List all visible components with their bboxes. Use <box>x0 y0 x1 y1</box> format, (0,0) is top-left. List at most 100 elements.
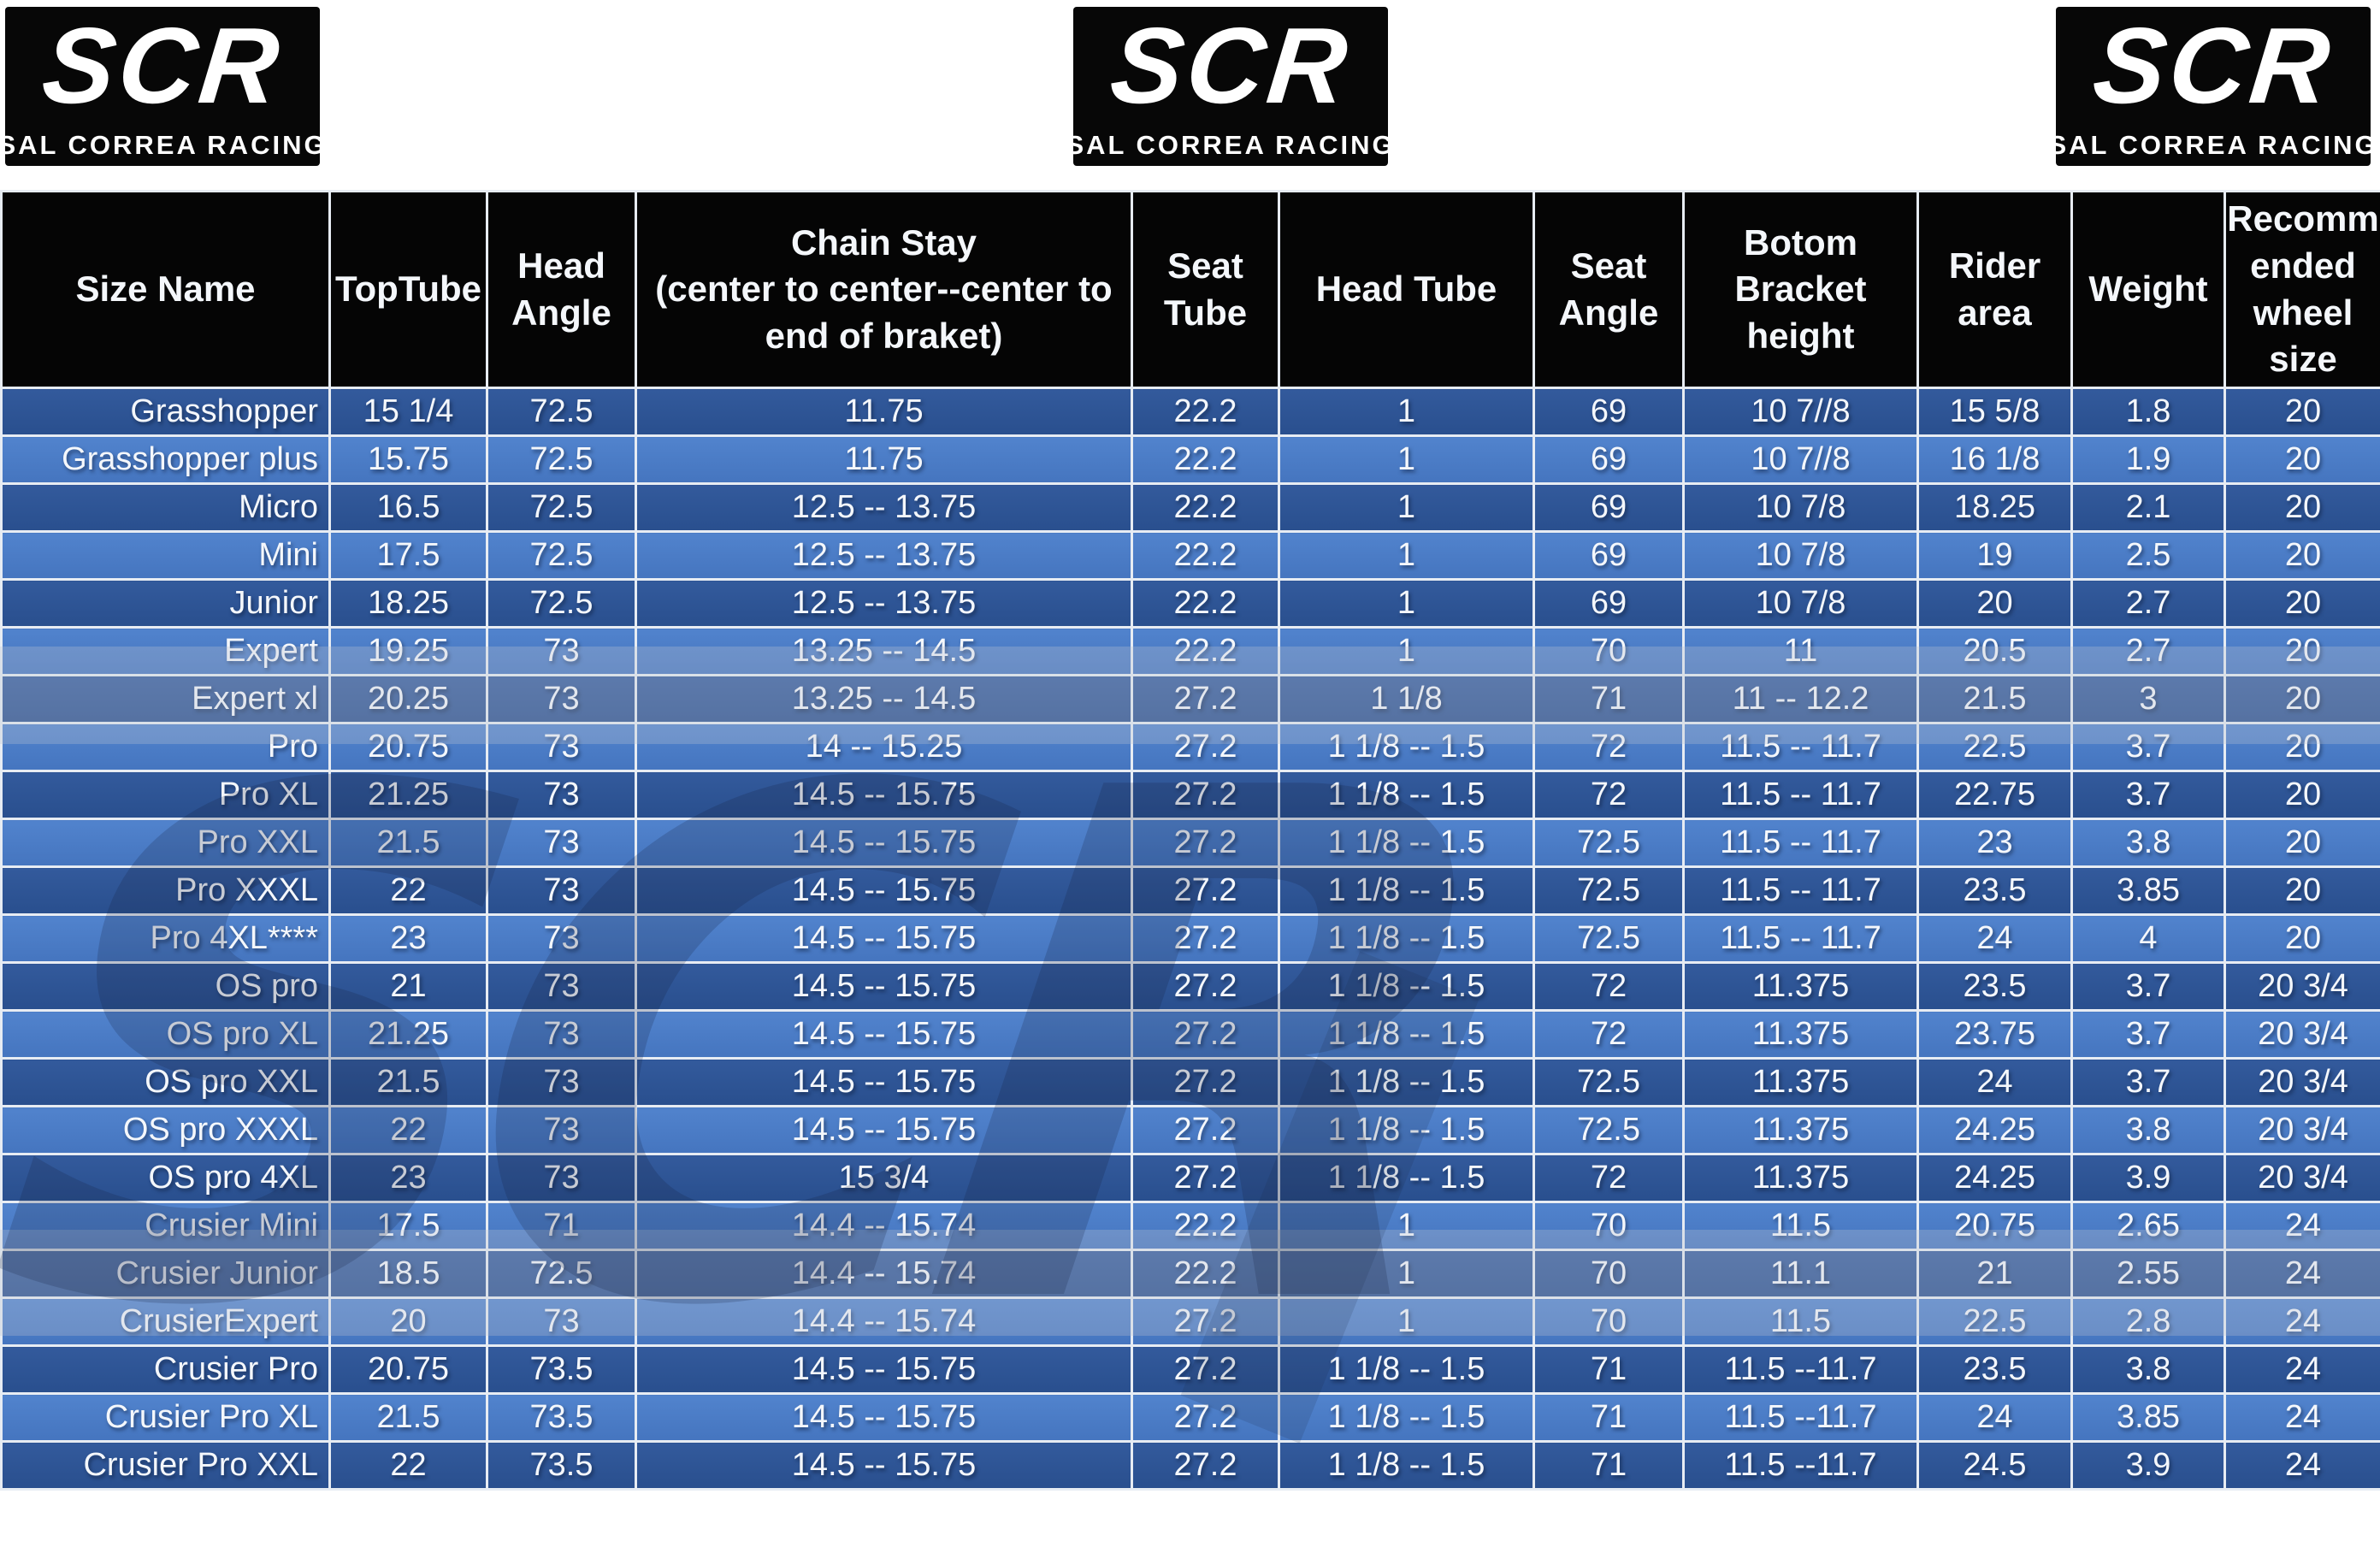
value-cell: 1 1/8 -- 1.5 <box>1278 865 1535 916</box>
size-name-cell: Crusier Pro XXL <box>0 1440 331 1491</box>
value-cell: 1 1/8 -- 1.5 <box>1278 1153 1535 1203</box>
value-cell: 72.5 <box>1533 1057 1685 1107</box>
value-cell: 11.375 <box>1682 1057 1919 1107</box>
size-name-cell: Crusier Mini <box>0 1201 331 1251</box>
value-cell: 20.75 <box>328 1344 488 1395</box>
table-row: Pro 4XL**** 23 73 14.5 -- 15.75 27.2 1 1/8 --… <box>0 913 2380 964</box>
value-cell: 3.85 <box>2070 1392 2226 1443</box>
value-cell: 22.2 <box>1131 387 1280 437</box>
value-cell: 72 <box>1533 770 1685 820</box>
value-cell: 24.25 <box>1916 1105 2073 1155</box>
value-cell: 73 <box>486 674 637 724</box>
table-row: OS pro XXL 21.5 73 14.5 -- 15.75 27.2 1 1/8 -… <box>0 1057 2380 1107</box>
table-row: Pro 20.75 73 14 -- 15.25 27.2 1 1/8 -- 1.5 72 1… <box>0 722 2380 772</box>
size-name-cell: Pro XXXL <box>0 865 331 916</box>
value-cell: 20.75 <box>1916 1201 2073 1251</box>
value-cell: 20 3/4 <box>2223 1057 2380 1107</box>
value-cell: 1 1/8 -- 1.5 <box>1278 770 1535 820</box>
value-cell: 23.5 <box>1916 961 2073 1012</box>
value-cell: 14.4 -- 15.74 <box>635 1296 1133 1347</box>
value-cell: 22.5 <box>1916 1296 2073 1347</box>
value-cell: 15 3/4 <box>635 1153 1133 1203</box>
value-cell: 20 <box>2223 674 2380 724</box>
value-cell: 24.5 <box>1916 1440 2073 1491</box>
value-cell: 27.2 <box>1131 1440 1280 1491</box>
value-cell: 22.2 <box>1131 626 1280 676</box>
table-row: Crusier Mini 17.5 71 14.4 -- 15.74 22.2 1 70 11… <box>0 1201 2380 1251</box>
value-cell: 22.2 <box>1131 578 1280 629</box>
value-cell: 69 <box>1533 482 1685 533</box>
value-cell: 72 <box>1533 1009 1685 1060</box>
value-cell: 73.5 <box>486 1440 637 1491</box>
value-cell: 11.5 --11.7 <box>1682 1392 1919 1443</box>
value-cell: 1.8 <box>2070 387 2226 437</box>
value-cell: 73 <box>486 865 637 916</box>
value-cell: 20 3/4 <box>2223 961 2380 1012</box>
value-cell: 3.9 <box>2070 1153 2226 1203</box>
value-cell: 12.5 -- 13.75 <box>635 530 1133 581</box>
value-cell: 11.75 <box>635 387 1133 437</box>
value-cell: 20 <box>2223 626 2380 676</box>
value-cell: 14.5 -- 15.75 <box>635 1440 1133 1491</box>
value-cell: 14.5 -- 15.75 <box>635 818 1133 868</box>
value-cell: 24 <box>1916 1392 2073 1443</box>
value-cell: 24 <box>2223 1296 2380 1347</box>
value-cell: 20 <box>1916 578 2073 629</box>
value-cell: 2.8 <box>2070 1296 2226 1347</box>
value-cell: 20 <box>2223 434 2380 485</box>
value-cell: 24.25 <box>1916 1153 2073 1203</box>
value-cell: 1 1/8 -- 1.5 <box>1278 1392 1535 1443</box>
value-cell: 70 <box>1533 626 1685 676</box>
table-row: Pro XL 21.25 73 14.5 -- 15.75 27.2 1 1/8 -- 1… <box>0 770 2380 820</box>
value-cell: 20 <box>2223 530 2380 581</box>
bike-geometry-table: Size Name TopTube Head Angle Chain Stay (ce… <box>0 190 2380 1491</box>
value-cell: 1 1/8 -- 1.5 <box>1278 1057 1535 1107</box>
column-header: Head Tube <box>1278 190 1535 389</box>
scr-logo-left: SCR SAL CORREA RACING <box>0 5 325 166</box>
value-cell: 11.375 <box>1682 1153 1919 1203</box>
value-cell: 1 1/8 -- 1.5 <box>1278 1440 1535 1491</box>
table-row: Grasshopper 15 1/4 72.5 11.75 22.2 1 69 10 7//8… <box>0 387 2380 437</box>
size-name-cell: Grasshopper plus <box>0 434 331 485</box>
value-cell: 1 1/8 -- 1.5 <box>1278 818 1535 868</box>
value-cell: 1 1/8 <box>1278 674 1535 724</box>
size-name-cell: OS pro XXL <box>0 1057 331 1107</box>
value-cell: 20.25 <box>328 674 488 724</box>
value-cell: 3.7 <box>2070 961 2226 1012</box>
value-cell: 1.9 <box>2070 434 2226 485</box>
column-header: Seat Angle <box>1533 190 1685 389</box>
value-cell: 11.5 --11.7 <box>1682 1440 1919 1491</box>
value-cell: 72.5 <box>486 482 637 533</box>
value-cell: 73 <box>486 961 637 1012</box>
value-cell: 18.25 <box>1916 482 2073 533</box>
value-cell: 1 1/8 -- 1.5 <box>1278 1344 1535 1395</box>
value-cell: 14.5 -- 15.75 <box>635 770 1133 820</box>
column-header: Chain Stay (center to center--center to … <box>635 190 1133 389</box>
size-name-cell: Junior <box>0 578 331 629</box>
value-cell: 23.5 <box>1916 865 2073 916</box>
value-cell: 21.5 <box>328 818 488 868</box>
value-cell: 10 7//8 <box>1682 434 1919 485</box>
scr-logo-subtitle: SAL CORREA RACING <box>1066 130 1396 160</box>
value-cell: 15 1/4 <box>328 387 488 437</box>
size-name-cell: Pro <box>0 722 331 772</box>
size-name-cell: Grasshopper <box>0 387 331 437</box>
value-cell: 20 <box>2223 913 2380 964</box>
value-cell: 13.25 -- 14.5 <box>635 626 1133 676</box>
value-cell: 22.75 <box>1916 770 2073 820</box>
value-cell: 11.375 <box>1682 1105 1919 1155</box>
value-cell: 14.5 -- 15.75 <box>635 913 1133 964</box>
value-cell: 72.5 <box>486 1249 637 1299</box>
value-cell: 3.7 <box>2070 1009 2226 1060</box>
value-cell: 21 <box>1916 1249 2073 1299</box>
value-cell: 1 <box>1278 626 1535 676</box>
column-header: Rider area <box>1916 190 2073 389</box>
value-cell: 1 <box>1278 387 1535 437</box>
value-cell: 1 1/8 -- 1.5 <box>1278 913 1535 964</box>
value-cell: 1 <box>1278 1296 1535 1347</box>
table-row: OS pro 21 73 14.5 -- 15.75 27.2 1 1/8 -- 1.5 7… <box>0 961 2380 1012</box>
table-row: OS pro XL 21.25 73 14.5 -- 15.75 27.2 1 1/8 -… <box>0 1009 2380 1060</box>
value-cell: 12.5 -- 13.75 <box>635 578 1133 629</box>
value-cell: 11 <box>1682 626 1919 676</box>
value-cell: 10 7//8 <box>1682 387 1919 437</box>
